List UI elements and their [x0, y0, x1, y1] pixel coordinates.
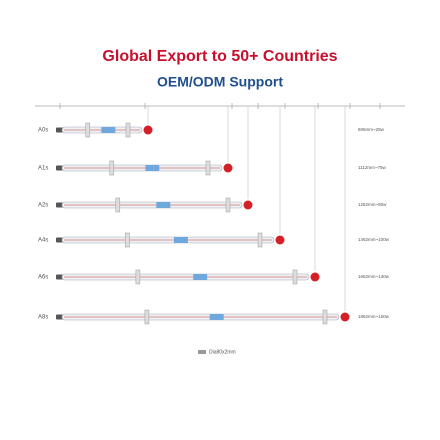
tube-sticker: [156, 202, 171, 208]
tube-spec: 1262mm~90w: [358, 202, 387, 207]
tube-spec: 1862mm~150w: [358, 314, 390, 319]
tube-cap-right: [243, 200, 253, 210]
tube-sticker: [145, 165, 160, 171]
title: Global Export to 50+ Countries: [102, 48, 337, 65]
tube-cap-left: [56, 165, 63, 171]
tube-label: A6s: [38, 275, 48, 281]
tube-cap-right: [340, 312, 350, 322]
legend-text: Dia80x2mm: [209, 349, 236, 355]
tube-spec: 1112mm~75w: [358, 165, 386, 170]
tube-bracket: [125, 122, 131, 138]
tube-cap-left: [56, 274, 63, 280]
tube-cap-right: [275, 235, 285, 245]
tube-label: A0s: [38, 128, 48, 134]
tube-sticker: [193, 274, 208, 280]
tube-spec: 1662mm~130w: [358, 274, 390, 279]
tube-bracket: [109, 160, 115, 176]
tube-sticker: [173, 237, 188, 243]
legend-swatch: [198, 350, 206, 354]
tube-cap-right: [310, 272, 320, 282]
tube-cap-left: [56, 237, 63, 243]
tube-cap-left: [56, 314, 63, 320]
tube-spec: 605mm~28w: [358, 127, 385, 132]
tube-cap-right: [143, 125, 153, 135]
tube-cap-left: [56, 127, 63, 133]
tube-cap-right: [223, 163, 233, 173]
tube-sticker: [101, 127, 116, 133]
tube-spec: 1462mm~100w: [358, 237, 390, 242]
tube-bracket: [225, 197, 231, 213]
tube-bracket: [115, 197, 121, 213]
tube-bracket: [125, 232, 130, 248]
tube-bracket: [85, 122, 91, 138]
tube-label: A1s: [38, 166, 48, 172]
tube-cap-left: [56, 202, 63, 208]
tube-label: A4s: [38, 238, 48, 244]
subtitle: OEM/ODM Support: [157, 74, 283, 90]
tube-bracket: [292, 269, 298, 285]
tube-label: A2s: [38, 203, 48, 209]
tube-bracket: [257, 232, 263, 248]
tube-bracket: [144, 309, 150, 325]
tube-bracket: [205, 160, 211, 176]
tube-bracket: [135, 269, 141, 285]
tube-sticker: [209, 314, 224, 320]
tube-bracket: [322, 309, 328, 325]
tube-label: A8s: [38, 315, 48, 321]
